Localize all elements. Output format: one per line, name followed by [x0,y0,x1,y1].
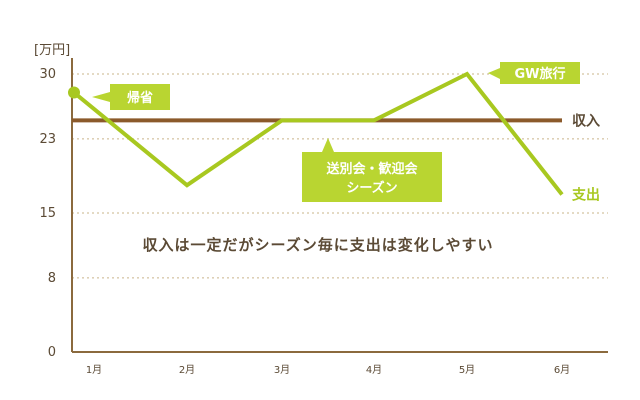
annotations: 帰省 GW旅行 送別会・歓迎会 シーズン [92,62,580,202]
series-line-spending [72,71,564,196]
y-tick-labels: 30 23 15 8 0 [39,67,56,360]
x-tick-label: 2月 [179,364,195,376]
x-tick-label: 5月 [459,364,475,376]
callout-events-bubble [302,138,442,202]
chart-message: 収入は一定だがシーズン毎に支出は変化しやすい [142,236,493,254]
callout-gw-trip-bubble [488,62,580,84]
x-tick-labels: 1月 2月 3月 4月 5月 6月 [86,364,570,376]
y-tick-label: 30 [39,67,56,82]
callout-events-label-line1: 送別会・歓迎会 [325,161,418,177]
x-tick-label: 6月 [554,364,570,376]
y-tick-label: 0 [48,345,56,360]
callout-return-home-label: 帰省 [127,90,153,106]
series-start-point [68,86,80,99]
callout-return-home: 帰省 [92,84,170,110]
callout-events-label-line2: シーズン [346,180,397,196]
series-label-income: 収入 [572,112,600,129]
callout-gw-trip-label: GW旅行 [514,66,565,82]
x-tick-label: 1月 [86,364,102,376]
x-tick-label: 3月 [274,364,290,376]
callout-events: 送別会・歓迎会 シーズン [302,138,442,202]
series-label-spending: 支出 [571,186,600,203]
callout-return-home-bubble [92,84,170,110]
y-axis-unit-label: [万円] [34,43,70,58]
callout-gw-trip: GW旅行 [488,62,580,84]
y-tick-label: 23 [39,132,56,147]
y-tick-label: 15 [39,206,56,221]
axes [71,58,608,353]
x-tick-label: 4月 [366,364,382,376]
y-tick-label: 8 [48,271,56,286]
